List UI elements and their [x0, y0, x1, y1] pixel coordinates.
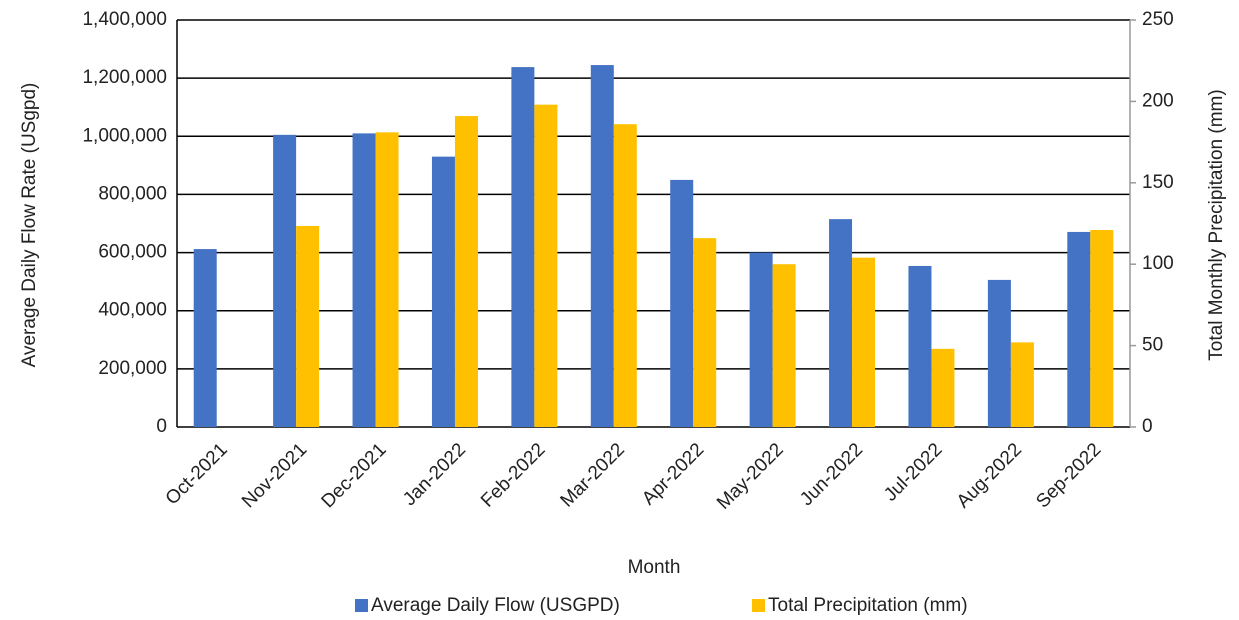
y-axis-title: Average Daily Flow Rate (USgpd)	[19, 83, 40, 368]
y2-tick-label: 250	[1142, 9, 1174, 30]
bar	[670, 179, 694, 427]
bar	[1010, 342, 1034, 427]
bar	[931, 348, 955, 427]
bar	[852, 257, 876, 427]
y-tick-label: 400,000	[98, 300, 167, 321]
x-tick-label: Apr-2022	[638, 439, 708, 509]
y-tick-label: 600,000	[98, 242, 167, 263]
y-tick-label: 1,400,000	[82, 9, 167, 30]
bar	[1090, 230, 1114, 427]
bar	[511, 67, 535, 428]
legend-label: Total Precipitation (mm)	[768, 595, 968, 616]
y-tick-label: 200,000	[98, 358, 167, 379]
bar	[613, 124, 637, 427]
bar	[273, 134, 297, 427]
y2-axis-title: Total Monthly Precipitation (mm)	[1206, 89, 1227, 360]
x-tick-label: Jul-2022	[880, 439, 946, 505]
x-tick-label: Dec-2021	[318, 439, 391, 512]
y-tick-label: 1,000,000	[82, 125, 167, 146]
x-tick-label: May-2022	[713, 439, 788, 514]
legend-swatch	[752, 599, 765, 612]
bar	[693, 238, 717, 427]
bar	[193, 249, 217, 427]
x-tick-label: Sep-2022	[1032, 439, 1105, 512]
y2-tick-label: 100	[1142, 253, 1174, 274]
y2-tick-label: 0	[1142, 416, 1153, 437]
x-axis-title: Month	[628, 557, 681, 578]
bar	[1067, 231, 1091, 427]
x-tick-label: Jun-2022	[796, 439, 867, 510]
x-tick-label: Mar-2022	[557, 439, 629, 511]
y-tick-label: 0	[156, 416, 167, 437]
bar	[352, 133, 376, 427]
bar	[749, 252, 773, 427]
x-tick-label: Oct-2021	[162, 439, 232, 509]
x-tick-label: Jan-2022	[399, 439, 470, 510]
bar	[296, 225, 320, 427]
legend-label: Average Daily Flow (USGPD)	[371, 595, 620, 616]
bar	[772, 264, 796, 427]
y-tick-label: 800,000	[98, 183, 167, 204]
bar	[908, 265, 932, 427]
bar	[829, 219, 853, 427]
x-tick-label: Nov-2021	[238, 439, 311, 512]
bar	[987, 279, 1011, 427]
bar	[431, 156, 455, 427]
bar	[454, 116, 478, 427]
y2-tick-label: 50	[1142, 335, 1163, 356]
y-tick-label: 1,200,000	[82, 67, 167, 88]
legend-swatch	[355, 599, 368, 612]
y2-tick-label: 150	[1142, 172, 1174, 193]
bar	[375, 132, 399, 427]
bar	[534, 104, 558, 427]
bar	[590, 65, 614, 427]
x-tick-label: Feb-2022	[477, 439, 549, 511]
y2-tick-label: 200	[1142, 90, 1174, 111]
x-tick-label: Aug-2022	[953, 439, 1026, 512]
